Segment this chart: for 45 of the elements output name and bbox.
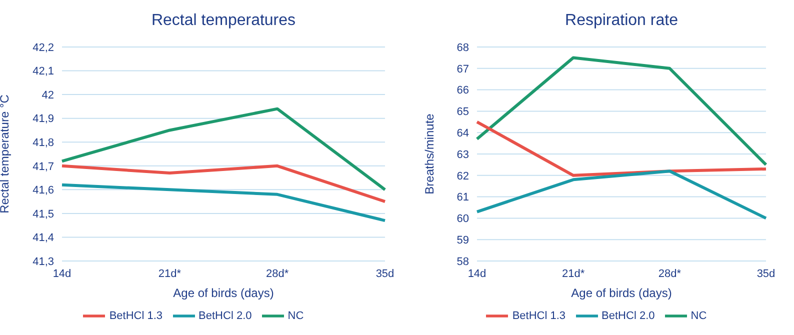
x-axis-title: Age of birds (days) [571,286,672,300]
y-tick-label: 41,7 [32,160,54,173]
x-tick-label: 28d* [266,268,290,280]
y-tick-label: 58 [456,256,469,268]
y-tick-label: 68 [456,42,469,54]
x-tick-label: 28d* [658,268,682,280]
x-tick-label: 35d [756,268,776,280]
y-tick-label: 61 [456,192,469,204]
y-tick-label: 41,3 [32,256,54,268]
x-tick-label: 21d* [562,268,586,280]
y-tick-label: 65 [456,106,469,118]
y-tick-label: 64 [456,128,469,140]
x-tick-label: 35d [376,268,394,280]
y-tick-label: 41,9 [32,113,54,126]
y-tick-label: 63 [456,148,469,161]
chart-title: Rectal temperatures [150,12,297,30]
line-series [476,170,768,220]
x-axis-title: Age of birds (days) [173,286,274,300]
legend-label: NC [690,310,707,322]
line-series [476,56,768,166]
y-tick-label: 41,6 [32,184,54,197]
line-series [60,183,386,222]
y-tick-label: 42,1 [32,66,54,78]
x-tick-label: 14d [52,268,72,280]
y-axis-title: Rectal temperature °C [0,94,12,214]
y-tick-label: 59 [456,234,469,247]
line-series [60,107,386,192]
legend-label: BetHCl 1.3 [109,310,163,322]
legend-label: BetHCl 2.0 [198,310,252,322]
legend-label: BetHCl 2.0 [602,310,655,322]
x-tick-label: 21d* [158,268,182,280]
y-tick-label: 42,2 [32,42,54,54]
y-tick-label: 42 [42,89,54,102]
chart-title: Respiration rate [564,12,679,30]
y-tick-label: 67 [456,63,469,76]
y-tick-label: 41,4 [32,232,54,244]
y-tick-label: 66 [456,84,469,97]
y-tick-label: 62 [456,170,469,182]
y-tick-label: 60 [456,213,469,226]
y-tick-label: 41,5 [32,208,54,220]
legend-label: NC [288,310,304,322]
y-axis-title: Breaths/minute [422,113,436,194]
x-tick-label: 14d [468,268,486,280]
legend-label: BetHCl 1.3 [512,310,566,322]
y-tick-label: 41,8 [32,137,54,150]
